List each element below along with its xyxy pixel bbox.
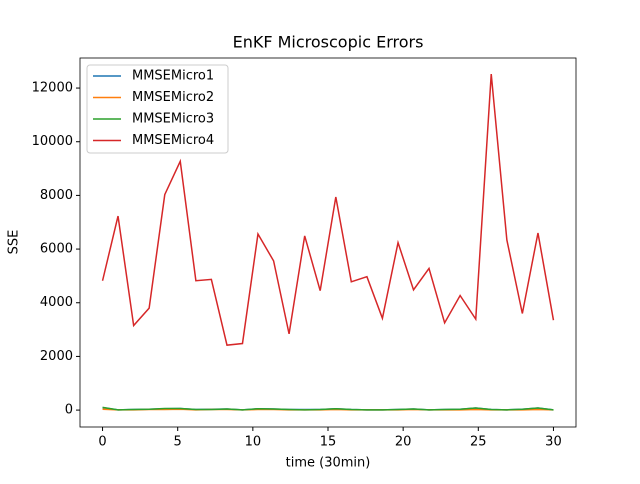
legend-label: MMSEMicro3 [132,112,214,127]
x-tick-label: 5 [174,435,182,450]
plot-frame [79,57,577,428]
legend-box [86,64,229,154]
y-tick-label: 6000 [40,242,73,257]
series-line [102,406,554,411]
chart-title: EnKF Microscopic Errors [233,33,424,52]
x-tick-label: 30 [545,435,562,450]
series-line [101,74,555,346]
legend-label: MMSEMicro4 [132,133,214,148]
y-tick-label: 4000 [40,295,73,310]
y-tick-label: 12000 [32,81,73,96]
x-tick-label: 10 [245,435,262,450]
y-axis-label: SSE [7,230,22,255]
legend-label: MMSEMicro1 [132,69,214,84]
y-tick-label: 8000 [40,188,73,203]
x-tick-label: 0 [98,435,106,450]
x-axis-label: time (30min) [286,456,371,471]
y-tick-label: 2000 [40,349,73,364]
x-tick-label: 20 [395,435,412,450]
legend-label: MMSEMicro2 [132,90,214,105]
y-tick-label: 10000 [32,134,73,149]
y-tick-label: 0 [65,403,73,418]
x-tick-label: 25 [470,435,487,450]
x-tick-label: 15 [320,435,337,450]
